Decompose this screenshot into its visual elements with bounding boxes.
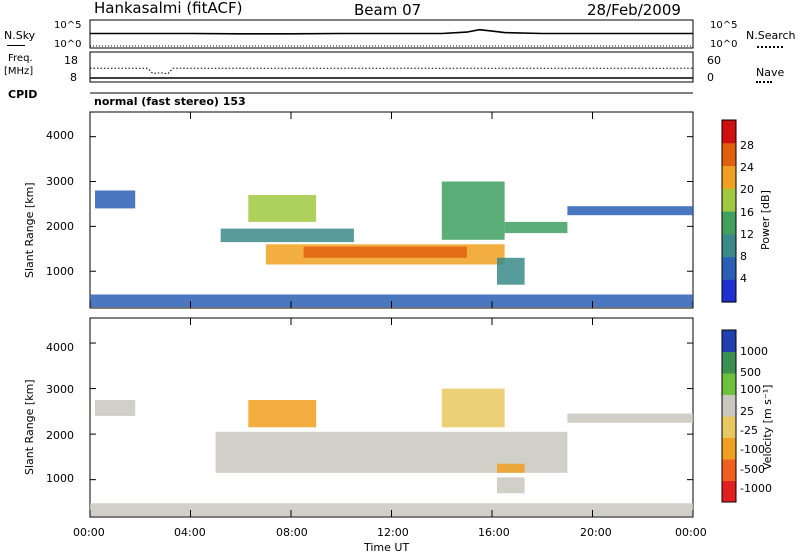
freq-tick-top: 18: [64, 54, 78, 67]
velocity-cbar-tick: -1000: [740, 482, 772, 495]
nsearch-tick-bottom: 10^0: [710, 39, 738, 50]
power-panel-region: [248, 195, 317, 222]
power-panel-region: [441, 181, 505, 240]
nsearch-tick-top: 10^5: [710, 20, 738, 31]
nsearch-dotted-marker: [757, 46, 783, 48]
velocity-cbar-tick: 500: [740, 366, 761, 379]
x-tick-label: 16:00: [478, 526, 510, 539]
power-ytick: 3000: [46, 175, 74, 188]
freq-tick-bottom: 8: [70, 71, 77, 84]
velocity-ytick: 2000: [46, 429, 74, 442]
velocity-panel-region: [95, 400, 136, 416]
x-tick-label: 00:00: [675, 526, 707, 539]
velocity-panel-colorbar-segment: [722, 416, 736, 438]
power-panel-colorbar-segment: [722, 256, 736, 280]
nsky-tick-top: 10^5: [54, 20, 82, 31]
nsearch-label: N.Search: [746, 29, 796, 42]
power-panel-colorbar-segment: [722, 165, 736, 189]
power-cbar-tick: 12: [740, 228, 754, 241]
velocity-cbar-tick: -500: [740, 463, 765, 476]
velocity-panel-colorbar-segment: [722, 330, 736, 352]
power-ytick: 1000: [46, 265, 74, 278]
nave-tick-bottom: 0: [707, 71, 714, 84]
nsky-line-marker: [7, 45, 25, 46]
velocity-panel-region: [90, 503, 693, 517]
velocity-panel-colorbar-segment: [722, 351, 736, 374]
velocity-panel-colorbar-segment: [722, 373, 736, 395]
x-tick-label: 04:00: [174, 526, 206, 539]
power-cbar-tick: 8: [740, 250, 747, 263]
velocity-panel-region: [567, 413, 693, 423]
velocity-cbar-tick: 25: [740, 405, 754, 418]
nsky-tick-bottom: 10^0: [54, 39, 82, 50]
beam-label: Beam 07: [354, 1, 422, 19]
nave-dotted-marker: [756, 81, 772, 83]
velocity-panel-colorbar-segment: [722, 437, 736, 460]
cpid-label: CPID: [8, 88, 38, 101]
x-tick-label: 20:00: [580, 526, 612, 539]
power-cbar-tick: 28: [740, 139, 754, 152]
velocity-cbar-tick: 100: [740, 383, 761, 396]
nsky-label: N.Sky: [4, 29, 36, 42]
nave-label: Nave: [756, 66, 785, 79]
power-panel-colorbar-frame: [721, 119, 737, 303]
power-cbar-tick: 4: [740, 272, 747, 285]
velocity-panel-colorbar-segment: [722, 480, 736, 503]
date-label: 28/Feb/2009: [587, 1, 681, 19]
power-panel-colorbar-segment: [722, 188, 736, 212]
power-panel-colorbar-segment: [722, 120, 736, 144]
power-panel-region: [504, 221, 568, 234]
velocity-panel-region: [441, 388, 505, 428]
x-tick-label: 00:00: [73, 526, 105, 539]
power-ytick: 2000: [46, 220, 74, 233]
power-cbar-tick: 24: [740, 161, 754, 174]
velocity-panel-colorbar-segment: [722, 394, 736, 417]
nave-tick-top: 60: [707, 54, 721, 67]
power-cbar-tick: 16: [740, 206, 754, 219]
power-cbar-tick: 20: [740, 183, 754, 196]
velocity-panel-colorbar-segment: [722, 459, 736, 481]
velocity-panel-region: [248, 400, 317, 428]
velocity-panel-region: [497, 463, 525, 473]
velocity-panel-region: [497, 477, 525, 494]
velocity-cbar-tick: -100: [740, 443, 765, 456]
freq-line: [90, 67, 693, 75]
power-panel-region: [303, 246, 467, 258]
power-panel-region: [497, 257, 525, 285]
velocity-ytick: 1000: [46, 472, 74, 485]
power-panel-region: [95, 190, 136, 209]
x-tick-label: 12:00: [377, 526, 409, 539]
velocity-ytick: 4000: [46, 341, 74, 354]
freq-label: Freq.: [8, 53, 33, 64]
power-panel-colorbar-segment: [722, 142, 736, 167]
x-tick-label: 08:00: [276, 526, 308, 539]
power-panel-region: [567, 206, 693, 216]
x-axis-label: Time UT: [364, 541, 410, 554]
power-panel-colorbar-segment: [722, 233, 736, 258]
power-panel-region: [220, 228, 354, 243]
freq-panel-frame: [89, 51, 694, 83]
velocity-cbar-tick: -25: [740, 424, 758, 437]
velocity-cbar-tick: 1000: [740, 345, 768, 358]
power-ytick: 4000: [46, 129, 74, 142]
cpid-text: normal (fast stereo) 153: [94, 95, 246, 108]
power-panel-region: [90, 294, 693, 308]
velocity-ytick: 3000: [46, 383, 74, 396]
freq-unit-label: [MHz]: [4, 66, 34, 77]
nsky-line: [90, 28, 693, 35]
power-panel-colorbar-segment: [722, 211, 736, 235]
velocity-panel-colorbar-frame: [721, 329, 737, 503]
radar-title: Hankasalmi (fitACF): [94, 0, 243, 17]
power-panel-colorbar-segment: [722, 279, 736, 303]
